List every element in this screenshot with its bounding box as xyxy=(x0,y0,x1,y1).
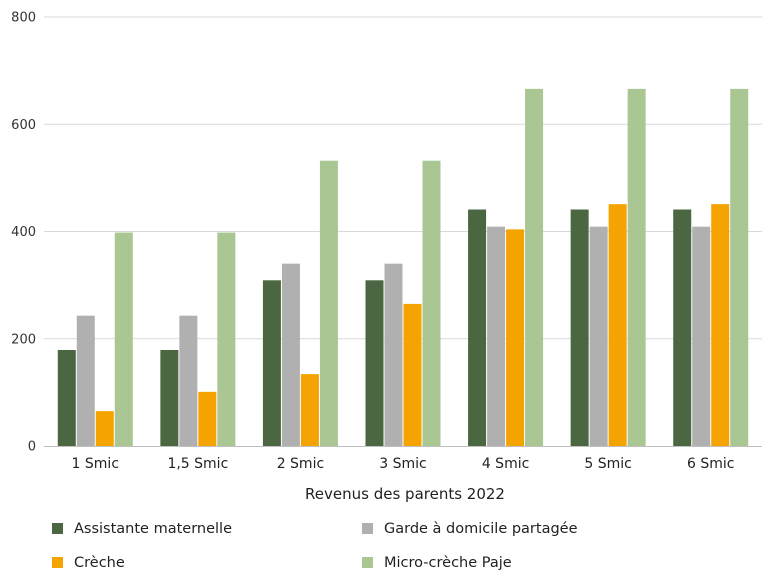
bar xyxy=(589,226,608,446)
bar xyxy=(422,160,441,446)
bar xyxy=(468,209,487,446)
bar xyxy=(711,204,730,446)
bar xyxy=(281,263,300,446)
bar xyxy=(262,280,281,446)
y-tick-label: 800 xyxy=(11,11,36,26)
bar xyxy=(403,303,422,446)
x-tick-label: 2 Smic xyxy=(277,456,324,472)
bar xyxy=(627,88,646,447)
y-tick-label: 600 xyxy=(11,118,36,133)
x-axis-title: Revenus des parents 2022 xyxy=(305,485,505,503)
legend-swatch xyxy=(362,557,373,568)
bar xyxy=(384,263,403,446)
legend-label: Garde à domicile partagée xyxy=(384,521,578,537)
bar xyxy=(730,88,749,447)
y-tick-label: 400 xyxy=(11,225,36,240)
gridlines xyxy=(44,16,762,340)
bar xyxy=(525,88,544,447)
legend-label: Micro-crèche Paje xyxy=(384,555,512,571)
bar xyxy=(57,350,76,446)
bar xyxy=(95,411,114,446)
y-axis-ticks: 0 200 400 600 800 xyxy=(11,11,36,455)
bar xyxy=(319,160,338,446)
bar xyxy=(608,204,627,446)
bar xyxy=(506,229,525,446)
y-tick-label: 200 xyxy=(11,332,36,347)
legend-swatch xyxy=(52,523,63,534)
y-tick-label: 0 xyxy=(28,440,36,455)
legend: Assistante maternelle Garde à domicile pa… xyxy=(52,521,578,571)
bar xyxy=(160,350,179,446)
x-tick-label: 1 Smic xyxy=(72,456,119,472)
bar xyxy=(300,374,319,446)
legend-label: Assistante maternelle xyxy=(74,521,232,537)
x-tick-label: 5 Smic xyxy=(584,456,631,472)
bar xyxy=(114,232,133,446)
bar xyxy=(179,315,198,446)
x-tick-label: 1,5 Smic xyxy=(167,456,228,472)
x-tick-label: 6 Smic xyxy=(687,456,734,472)
bar xyxy=(570,209,589,446)
x-axis-ticks: 1 Smic 1,5 Smic 2 Smic 3 Smic 4 Smic 5 Smic 6 … xyxy=(72,456,735,472)
x-tick-label: 4 Smic xyxy=(482,456,529,472)
bar xyxy=(198,391,217,446)
x-tick-label: 3 Smic xyxy=(379,456,426,472)
bar xyxy=(692,226,711,446)
bar xyxy=(217,232,236,446)
bar xyxy=(76,315,95,446)
legend-label: Crèche xyxy=(74,555,125,571)
legend-swatch xyxy=(362,523,373,534)
bar xyxy=(365,280,384,446)
bar xyxy=(487,226,506,446)
bar xyxy=(673,209,692,446)
legend-swatch xyxy=(52,557,63,568)
bars xyxy=(57,88,749,447)
